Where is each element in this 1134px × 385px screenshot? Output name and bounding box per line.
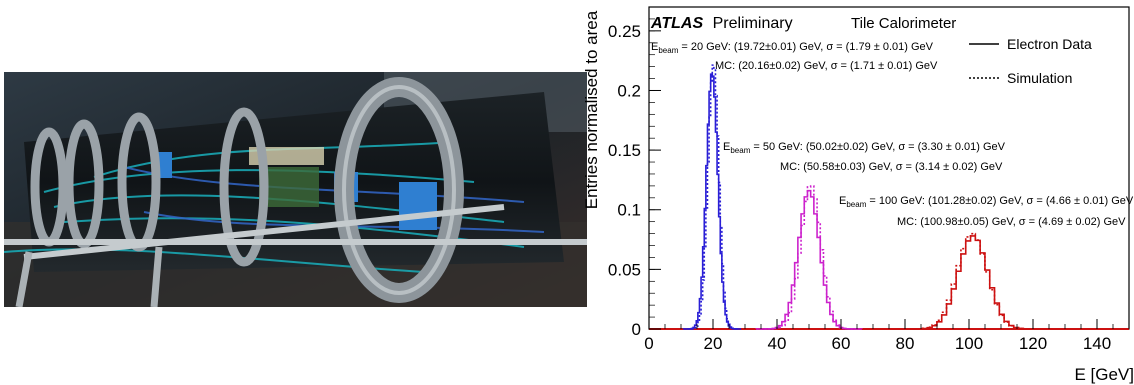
x-axis-label: E [GeV]: [1074, 365, 1134, 384]
legend-label-data: Electron Data: [1007, 36, 1092, 52]
fit-annotation-data-2: Ebeam = 50 GeV: (50.02±0.02) GeV, σ = (3.…: [723, 141, 1006, 155]
legend: Electron Data Simulation: [969, 36, 1092, 86]
legend-label-simulation: Simulation: [1007, 70, 1072, 86]
fit-annotation-data-1: Ebeam = 20 GeV: (19.72±0.01) GeV, σ = (1.…: [651, 41, 934, 55]
fit-annotation-mc-3: MC: (100.98±0.05) GeV, σ = (4.69 ± 0.02)…: [897, 216, 1126, 228]
detector-photo: [4, 72, 587, 307]
fit-annotation-data-3: Ebeam = 100 GeV: (101.28±0.02) GeV, σ = (…: [839, 195, 1134, 209]
energy-response-chart: 0 20 40 60 80 100 120 140 0 0.05 0.1 0.15 0.2 0.25 Eb…: [582, 6, 1134, 384]
x-tick-label: 20: [704, 334, 723, 353]
y-tick-label: 0.2: [617, 81, 641, 100]
y-tick-label: 0.05: [608, 260, 641, 279]
atlas-status: Preliminary: [713, 15, 793, 32]
y-tick-label: 0.1: [617, 201, 641, 220]
x-tick-label: 140: [1083, 334, 1111, 353]
x-tick-label: 60: [832, 334, 851, 353]
fit-annotation-mc-1: MC: (20.16±0.02) GeV, σ = (1.71 ± 0.01) …: [715, 60, 938, 72]
mc-histogram-100: [897, 232, 1053, 330]
y-tick-label: 0.25: [608, 22, 641, 41]
fit-annotations: Ebeam = 20 GeV: (19.72±0.01) GeV, σ = (1.…: [651, 41, 1134, 228]
chart-subtitle: Tile Calorimeter: [851, 15, 956, 32]
x-tick-label: 120: [1019, 334, 1047, 353]
histogram-series: [682, 64, 1053, 330]
y-tick-label: 0.15: [608, 141, 641, 160]
y-axis-label: Entries normalised to area: [582, 10, 601, 209]
data-histogram-100: [897, 235, 1053, 330]
axis-ticks: 0 20 40 60 80 100 120 140 0 0.05 0.1 0.15 0.2 0.25: [608, 18, 1130, 353]
x-tick-label: 40: [768, 334, 787, 353]
data-histogram-20: [682, 73, 742, 330]
atlas-bold: ATLAS: [650, 15, 703, 32]
atlas-label: ATLAS Preliminary: [650, 15, 793, 32]
mc-histogram-50: [756, 185, 863, 330]
mc-histogram-20: [683, 64, 742, 330]
x-tick-label: 80: [896, 334, 915, 353]
data-histogram-50: [755, 189, 863, 330]
x-tick-label: 0: [644, 334, 653, 353]
fit-annotation-mc-2: MC: (50.58±0.03) GeV, σ = (3.14 ± 0.02) …: [780, 161, 1003, 173]
x-tick-label: 100: [955, 334, 983, 353]
y-tick-label: 0: [632, 320, 641, 339]
